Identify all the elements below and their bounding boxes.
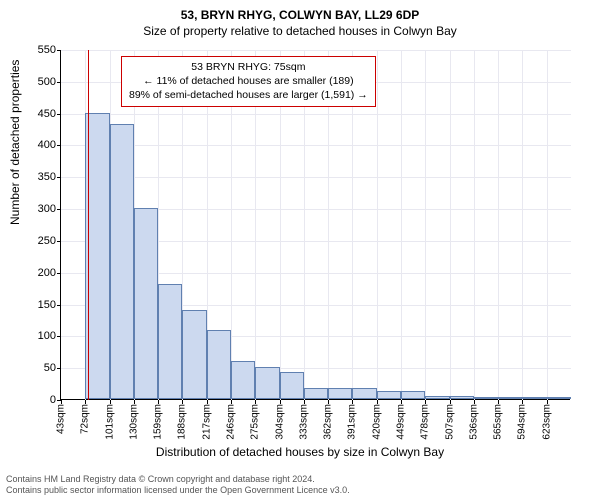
ytick-label: 350 — [16, 171, 56, 183]
histogram-bar — [280, 372, 304, 399]
ytick-label: 0 — [16, 394, 56, 406]
gridline — [547, 50, 548, 400]
ytick-mark — [57, 114, 61, 115]
histogram-bar — [85, 113, 109, 399]
footer-line: Contains HM Land Registry data © Crown c… — [6, 474, 350, 485]
gridline — [474, 50, 475, 400]
ytick-label: 450 — [16, 108, 56, 120]
histogram-bar — [352, 388, 376, 399]
gridline — [377, 50, 378, 400]
ytick-label: 50 — [16, 362, 56, 374]
xtick-label: 478sqm — [420, 404, 431, 440]
histogram-bar — [304, 388, 328, 399]
chart-container: 53, BRYN RHYG, COLWYN BAY, LL29 6DP Size… — [0, 0, 600, 500]
histogram-bar — [328, 388, 352, 399]
chart-area: 43sqm72sqm101sqm130sqm159sqm188sqm217sqm… — [60, 50, 570, 400]
histogram-bar — [158, 284, 182, 399]
ytick-label: 500 — [16, 76, 56, 88]
histogram-bar — [182, 310, 206, 399]
histogram-bar — [450, 396, 474, 399]
gridline — [61, 114, 571, 115]
gridline — [61, 145, 571, 146]
xtick-label: 420sqm — [371, 404, 382, 440]
xtick-label: 507sqm — [444, 404, 455, 440]
xtick-label: 449sqm — [396, 404, 407, 440]
ytick-mark — [57, 145, 61, 146]
xtick-label: 130sqm — [128, 404, 139, 440]
ytick-label: 100 — [16, 330, 56, 342]
xtick-label: 159sqm — [153, 404, 164, 440]
xtick-label: 246sqm — [226, 404, 237, 440]
histogram-bar — [110, 124, 134, 399]
histogram-bar — [134, 208, 158, 399]
xtick-label: 72sqm — [80, 404, 91, 434]
ytick-mark — [57, 336, 61, 337]
footer: Contains HM Land Registry data © Crown c… — [6, 474, 350, 497]
ytick-label: 300 — [16, 203, 56, 215]
xtick-label: 623sqm — [541, 404, 552, 440]
xtick-label: 536sqm — [468, 404, 479, 440]
annotation-line: 89% of semi-detached houses are larger (… — [129, 88, 368, 102]
xtick-label: 391sqm — [347, 404, 358, 440]
gridline — [522, 50, 523, 400]
ytick-label: 400 — [16, 139, 56, 151]
histogram-bar — [498, 397, 522, 399]
xtick-label: 43sqm — [56, 404, 67, 434]
xtick-label: 594sqm — [517, 404, 528, 440]
ytick-mark — [57, 50, 61, 51]
xtick-label: 333sqm — [298, 404, 309, 440]
annotation-line: 53 BRYN RHYG: 75sqm — [129, 60, 368, 74]
ytick-mark — [57, 273, 61, 274]
gridline — [61, 50, 571, 51]
xtick-label: 217sqm — [201, 404, 212, 440]
ytick-mark — [57, 241, 61, 242]
xtick-label: 101sqm — [104, 404, 115, 440]
gridline — [61, 177, 571, 178]
histogram-bar — [207, 330, 231, 399]
plot: 43sqm72sqm101sqm130sqm159sqm188sqm217sqm… — [60, 50, 570, 400]
gridline — [498, 50, 499, 400]
page-subtitle: Size of property relative to detached ho… — [0, 24, 600, 38]
histogram-bar — [474, 397, 498, 399]
ytick-mark — [57, 177, 61, 178]
xtick-label: 275sqm — [250, 404, 261, 440]
xtick-label: 362sqm — [323, 404, 334, 440]
histogram-bar — [377, 391, 401, 399]
xtick-label: 565sqm — [493, 404, 504, 440]
gridline — [401, 50, 402, 400]
x-axis-label: Distribution of detached houses by size … — [0, 445, 600, 459]
ytick-mark — [57, 209, 61, 210]
ytick-mark — [57, 368, 61, 369]
ytick-mark — [57, 82, 61, 83]
histogram-bar — [522, 397, 546, 399]
histogram-bar — [255, 367, 279, 399]
footer-line: Contains public sector information licen… — [6, 485, 350, 496]
histogram-bar — [231, 361, 255, 399]
histogram-bar — [401, 391, 425, 399]
xtick-label: 304sqm — [274, 404, 285, 440]
histogram-bar — [425, 396, 449, 399]
xtick-label: 188sqm — [177, 404, 188, 440]
gridline — [425, 50, 426, 400]
page-title: 53, BRYN RHYG, COLWYN BAY, LL29 6DP — [0, 0, 600, 22]
ytick-label: 250 — [16, 235, 56, 247]
ytick-mark — [57, 305, 61, 306]
ytick-label: 200 — [16, 267, 56, 279]
ytick-label: 150 — [16, 299, 56, 311]
marker-line — [88, 50, 89, 400]
histogram-bar — [547, 397, 571, 399]
annotation-box: 53 BRYN RHYG: 75sqm← 11% of detached hou… — [121, 56, 376, 107]
ytick-label: 550 — [16, 44, 56, 56]
annotation-line: ← 11% of detached houses are smaller (18… — [129, 74, 368, 88]
gridline — [450, 50, 451, 400]
